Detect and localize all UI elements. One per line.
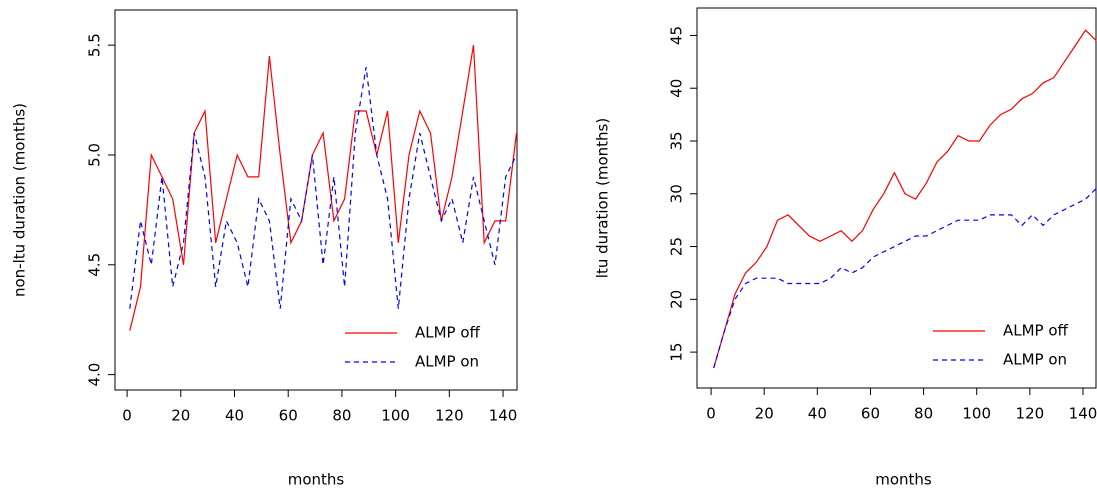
x-tick-label: 100 [962, 405, 991, 423]
plot-box [114, 9, 518, 391]
y-tick-label: 20 [668, 290, 686, 309]
x-tick-label: 140 [1069, 405, 1097, 423]
x-tick-label: 120 [435, 407, 464, 425]
y-axis-title: ltu duration (months) [594, 118, 612, 278]
y-tick-label: 30 [668, 184, 686, 203]
x-axis-title: months [875, 471, 932, 489]
series-line [713, 188, 1097, 369]
x-tick-label: 140 [489, 407, 518, 425]
y-tick-label: 40 [668, 79, 686, 98]
y-axis-title: non-ltu duration (months) [11, 103, 29, 297]
x-tick-label: 60 [861, 405, 880, 423]
x-tick-label: 40 [225, 407, 244, 425]
legend-label: ALMP on [1003, 351, 1067, 369]
legend-label: ALMP on [415, 353, 479, 371]
x-tick-label: 60 [279, 407, 298, 425]
x-tick-label: 100 [381, 407, 410, 425]
y-tick-label: 15 [668, 343, 686, 362]
x-axis-title: months [288, 471, 345, 489]
y-tick-label: 5.5 [86, 33, 104, 57]
y-tick-label: 4.0 [86, 363, 104, 387]
y-tick-label: 35 [668, 131, 686, 150]
plot-box [696, 7, 1097, 389]
y-tick-label: 5.0 [86, 143, 104, 167]
legend-label: ALMP off [1003, 322, 1069, 340]
series-line [129, 45, 518, 331]
y-tick-label: 25 [668, 237, 686, 256]
x-tick-label: 0 [706, 405, 716, 423]
x-tick-label: 80 [914, 405, 933, 423]
legend-label: ALMP off [415, 324, 481, 342]
y-tick-label: 4.5 [86, 253, 104, 277]
x-tick-label: 120 [1016, 405, 1045, 423]
x-tick-label: 20 [755, 405, 774, 423]
x-tick-label: 40 [808, 405, 827, 423]
x-tick-label: 0 [122, 407, 132, 425]
series-line [713, 29, 1097, 369]
series-line [129, 67, 518, 309]
y-tick-label: 45 [668, 26, 686, 45]
x-tick-label: 20 [171, 407, 190, 425]
x-tick-label: 80 [332, 407, 351, 425]
